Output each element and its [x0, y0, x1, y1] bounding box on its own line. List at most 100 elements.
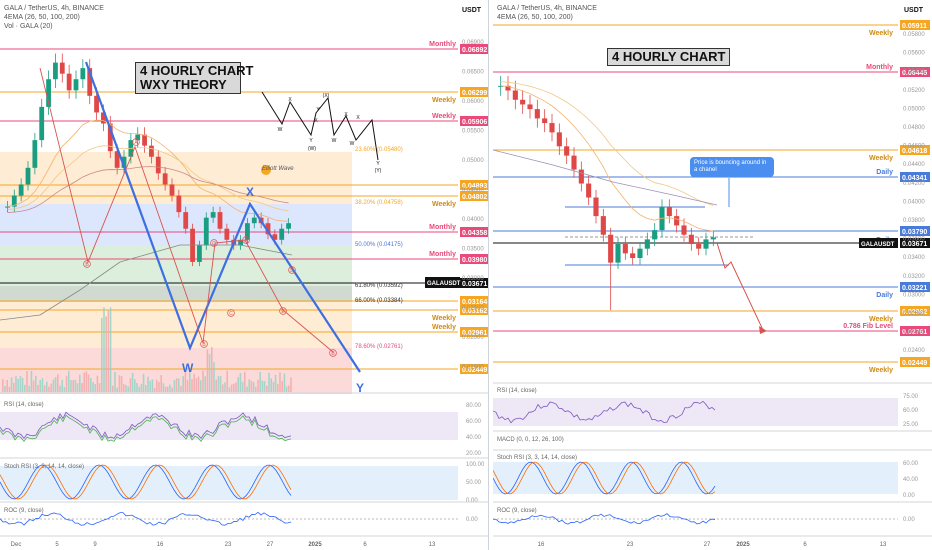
volume-bar [61, 379, 63, 392]
candle-body-11 [80, 68, 86, 80]
mini-pattern-label-5: X [314, 118, 318, 124]
volume-bar [182, 376, 184, 392]
mini-pattern-label-9: X [356, 115, 360, 121]
price-tick-0: 0.06900 [462, 40, 484, 46]
channel-callout[interactable]: Price is bouncing around in a chanel [690, 157, 774, 177]
volume-bar [288, 385, 290, 392]
circled-label-ring-1 [83, 260, 91, 268]
volume-bar [21, 377, 24, 392]
r-candle-body-5 [534, 109, 540, 119]
volume-bar [8, 386, 11, 392]
right-chart-svg[interactable]: 0.05911 Weekly 0.06445 Monthly 0.04618 Weekly… [493, 0, 932, 550]
r-time-tick-4: 6 [803, 542, 807, 548]
volume-bar [136, 382, 138, 392]
r-level-tag-9: 0.02449 [902, 360, 927, 367]
r-level-label-9: Weekly [869, 367, 893, 374]
volume-bar [68, 370, 70, 392]
circled-label-5: C [229, 311, 233, 317]
r-candle-body-8 [556, 132, 562, 147]
r-stoch-k-line [493, 461, 716, 495]
r-price-tick-11: 0.03600 [903, 237, 925, 243]
price-tick-6: 0.04000 [462, 217, 484, 223]
candle-body-8 [59, 62, 65, 74]
volume-bar [235, 382, 237, 392]
left-title-line-2: WXY THEORY [140, 77, 227, 92]
mini-pattern-label-7: X [344, 112, 348, 118]
candle-body-30 [210, 212, 216, 218]
level-tag-3: 0.04893 [462, 183, 487, 190]
r-candle-body-16 [615, 244, 621, 263]
r-level-tag-8-bg [900, 326, 930, 336]
candle-body-23 [162, 173, 168, 185]
level-tag-4: 0.04802 [462, 194, 487, 201]
left-title-box[interactable]: 4 HOURLY CHART WXY THEORY [135, 62, 253, 94]
volume-bar [169, 384, 171, 392]
r-rsi-tick-0: 75.00 [903, 394, 919, 400]
r-candle-body-21 [652, 230, 658, 240]
r-price-tick-7: 0.04400 [903, 162, 925, 168]
price-tick-5: 0.04500 [462, 188, 484, 194]
volume-bar [28, 385, 30, 392]
mini-pattern-label-6: W [332, 138, 337, 144]
time-tick-5: 27 [267, 542, 274, 548]
r-level-tag-3-bg [900, 172, 930, 182]
volume-bar [230, 384, 233, 392]
circled-label-ring-3 [242, 236, 250, 244]
r-rsi-title: RSI (14, close) [497, 388, 537, 394]
r-level-tag-0-bg [900, 20, 930, 30]
volume-bar [167, 386, 169, 392]
left-chart-panel[interactable]: 0.06892 Monthly 0.06299 Weekly 0.05906 Weekly… [0, 0, 489, 550]
r-level-label-1: Monthly [866, 64, 893, 71]
mini-pattern-label-10: (W) [308, 146, 316, 152]
volume-bar [96, 375, 99, 392]
volume-bar [145, 385, 147, 392]
candle-body-39 [272, 234, 278, 240]
r-roc-title: ROC (9, close) [497, 508, 537, 514]
volume-bar [85, 371, 88, 392]
time-tick-1: 5 [55, 542, 59, 548]
r-level-tag-4-bg [900, 226, 930, 236]
roc-title: ROC (9, close) [4, 508, 44, 514]
candle-body-13 [94, 95, 99, 113]
volume-bar [217, 376, 220, 392]
price-tick-2: 0.06000 [462, 99, 484, 105]
volume-bar [118, 375, 121, 392]
projection-path [716, 242, 764, 331]
r-candle-body-6 [542, 118, 548, 124]
volume-bar [213, 362, 215, 392]
stoch-d-line [0, 464, 292, 500]
candle-body-22 [155, 156, 161, 174]
volume-bar [43, 385, 46, 392]
candle-body-1 [11, 195, 17, 207]
mini-pattern-label-8: W [350, 141, 355, 147]
volume-bar [123, 383, 125, 392]
volume-bar [162, 383, 165, 392]
left-chart-svg[interactable]: 0.06892 Monthly 0.06299 Weekly 0.05906 Weekly… [0, 0, 488, 550]
volume-bar [191, 379, 193, 392]
volume-bar [17, 379, 19, 392]
r-candle-body-2 [512, 90, 518, 100]
volume-bar [164, 386, 167, 392]
stoch-tick-1: 50.00 [466, 480, 482, 486]
volume-bar [224, 382, 226, 392]
fib-label-1: 38.20% (0.04758) [355, 200, 403, 206]
right-chart-panel[interactable]: 0.05911 Weekly 0.06445 Monthly 0.04618 Weekly… [493, 0, 932, 550]
right-title-box[interactable]: 4 HOURLY CHART [607, 48, 731, 66]
r-rsi-tick-1: 60.00 [903, 408, 919, 414]
circled-label-2: C [212, 241, 216, 247]
volume-bar [153, 387, 156, 392]
level-tag-2-bg [460, 116, 488, 126]
r-candle-body-0 [498, 85, 504, 87]
candle-body-28 [197, 245, 202, 262]
r-galausdt-label: GALAUSDT [861, 242, 895, 248]
price-tick-3: 0.05500 [462, 129, 484, 135]
volume-bar [252, 382, 255, 392]
volume-bar [41, 378, 44, 392]
r-price-tick-5: 0.04800 [903, 125, 925, 131]
candle-body-25 [176, 195, 182, 213]
ema-200-line [0, 244, 293, 321]
r-price-tick-15: 0.02800 [903, 311, 925, 317]
volume-bar [30, 370, 33, 392]
volume-bar [200, 380, 202, 392]
r-level-tag-7-bg [900, 306, 930, 316]
